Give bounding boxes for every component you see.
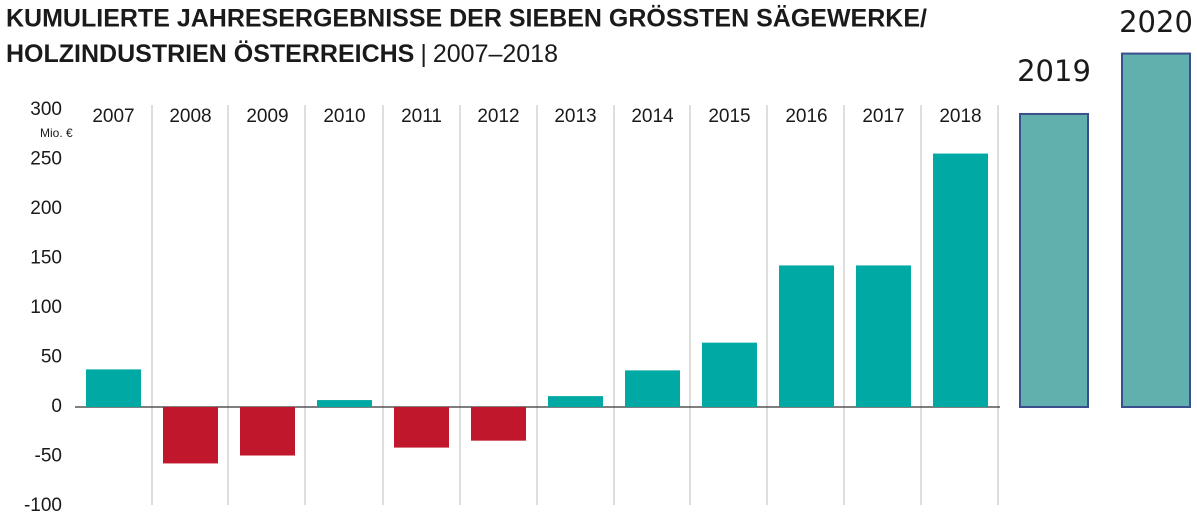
title-line: HOLZINDUSTRIEN ÖSTERREICHS | 2007–2018 — [6, 39, 558, 68]
x-tick-label: 2017 — [862, 106, 904, 127]
bar — [548, 396, 603, 407]
bar — [317, 400, 372, 407]
bar — [471, 407, 526, 441]
bar — [933, 153, 988, 407]
x-tick-label: 2018 — [939, 106, 981, 127]
y-tick-label: 300 — [30, 99, 62, 120]
bar — [86, 369, 141, 407]
x-tick-label: 2012 — [477, 106, 519, 127]
y-tick-label: -50 — [35, 446, 62, 467]
y-tick-label: 150 — [30, 248, 62, 269]
x-tick-label: 2009 — [246, 106, 288, 127]
chart-title: KUMULIERTE JAHRESERGEBNISSE DER SIEBEN G… — [6, 4, 927, 33]
bar — [779, 265, 834, 407]
x-tick-label: 2016 — [785, 106, 827, 127]
y-tick-label: 50 — [41, 347, 62, 368]
x-tick-label: 2013 — [554, 106, 596, 127]
x-tick-label: 2019 — [1017, 54, 1091, 88]
bar — [240, 407, 295, 456]
y-tick-label: 200 — [30, 198, 62, 219]
bar — [394, 407, 449, 448]
x-tick-label: 2010 — [323, 106, 365, 127]
y-tick-label: 100 — [30, 297, 62, 318]
bar — [1121, 52, 1191, 408]
x-tick-label: 2008 — [169, 106, 211, 127]
x-tick-label: 2011 — [401, 106, 442, 127]
x-tick-label: 2007 — [92, 106, 134, 127]
chart-subtitle: 2007–2018 — [433, 40, 558, 68]
y-tick-label: -100 — [24, 495, 62, 516]
y-tick-label: 250 — [30, 149, 62, 170]
chart-title: HOLZINDUSTRIEN ÖSTERREICHS — [6, 39, 414, 68]
bar — [625, 370, 680, 407]
x-tick-label: 2020 — [1119, 5, 1193, 39]
y-tick-label: 0 — [51, 396, 62, 417]
x-tick-label: 2014 — [631, 106, 674, 127]
x-tick-label: 2015 — [708, 106, 750, 127]
bar — [856, 265, 911, 407]
separator: | — [420, 40, 427, 68]
bar — [163, 407, 218, 464]
y-unit: Mio. € — [40, 126, 73, 140]
bar — [702, 342, 757, 407]
column-separators — [151, 105, 999, 505]
bar — [1019, 112, 1089, 409]
